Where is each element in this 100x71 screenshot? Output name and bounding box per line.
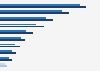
Bar (0, 26, 44, 27)
Bar (0, 65, 7, 67)
Bar (0, 12, 69, 14)
Bar (0, 32, 33, 34)
Bar (0, 19, 53, 21)
Bar (0, 4, 80, 6)
Bar (0, 30, 26, 32)
Bar (0, 10, 62, 12)
Bar (0, 52, 16, 54)
Bar (0, 59, 12, 61)
Bar (0, 50, 12, 52)
Bar (0, 44, 15, 45)
Bar (0, 6, 86, 8)
Bar (0, 17, 46, 19)
Bar (0, 24, 36, 25)
Bar (0, 63, 5, 65)
Bar (0, 46, 20, 47)
Bar (0, 57, 9, 59)
Bar (0, 39, 26, 41)
Bar (0, 37, 21, 39)
